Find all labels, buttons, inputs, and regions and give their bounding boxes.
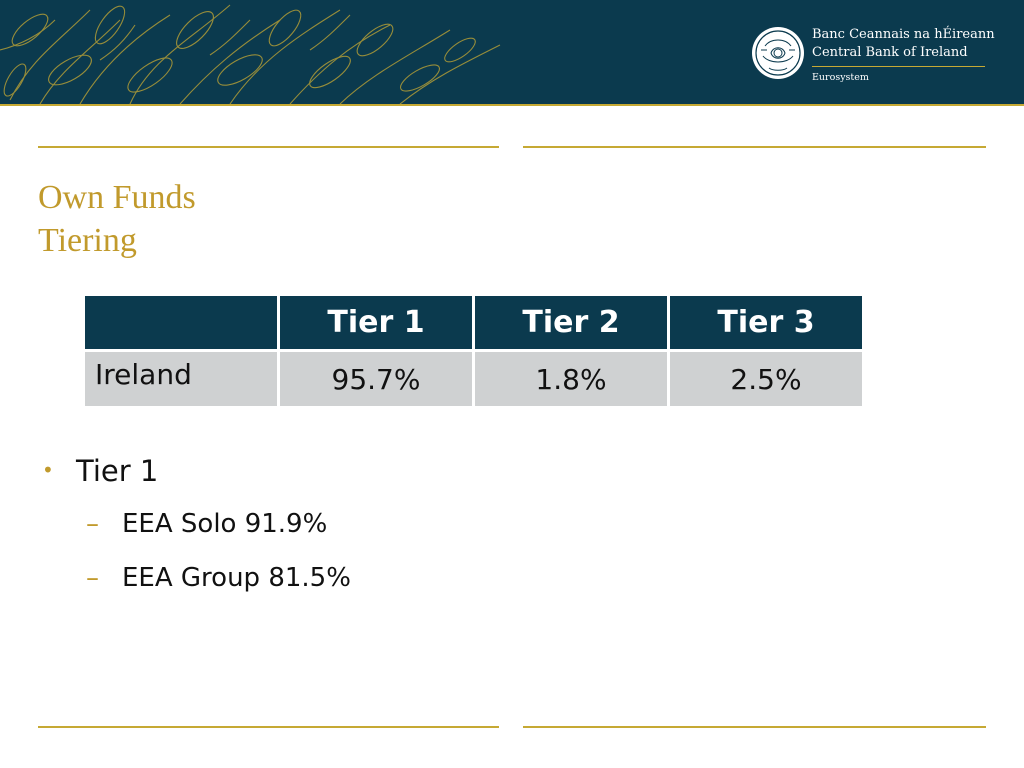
central-bank-seal-logo	[752, 27, 804, 79]
banner-gold-rule	[0, 104, 1024, 106]
dash-icon: –	[86, 509, 99, 539]
table-header-tier-1: Tier 1	[280, 296, 475, 349]
sub-bullet-text: EEA Group 81.5%	[122, 563, 351, 593]
brand-divider	[812, 66, 985, 67]
table-row: Ireland 95.7% 1.8% 2.5%	[85, 349, 862, 406]
cell-tier-1: 95.7%	[280, 349, 475, 406]
sub-bullet-item: – EEA Solo 91.9%	[86, 507, 351, 541]
table-header-row: Tier 1 Tier 2 Tier 3	[85, 296, 862, 349]
cell-tier-3: 2.5%	[670, 349, 862, 406]
dash-icon: –	[86, 563, 99, 593]
slide-title-line-2: Tiering	[38, 222, 137, 259]
tiering-table: Tier 1 Tier 2 Tier 3 Ireland 95.7% 1.8% …	[85, 296, 862, 406]
top-left-rule	[38, 146, 499, 148]
brand-eurosystem: Eurosystem	[812, 72, 869, 83]
bottom-right-rule	[523, 726, 986, 728]
row-label-ireland: Ireland	[85, 349, 280, 406]
sub-bullet-item: – EEA Group 81.5%	[86, 561, 351, 595]
cell-tier-2: 1.8%	[475, 349, 670, 406]
table-header-tier-3: Tier 3	[670, 296, 862, 349]
slide-title: Own Funds Tiering	[38, 176, 196, 262]
header-banner: Banc Ceannais na hÉireann Central Bank o…	[0, 0, 1024, 104]
brand-name-irish: Banc Ceannais na hÉireann	[812, 27, 995, 42]
slide-title-line-1: Own Funds	[38, 179, 196, 216]
table-header-empty	[85, 296, 280, 349]
bottom-left-rule	[38, 726, 499, 728]
leaf-pattern-decoration	[0, 4, 501, 104]
bullet-item: • Tier 1	[42, 450, 351, 491]
brand-name-english: Central Bank of Ireland	[812, 45, 968, 60]
bullet-text: Tier 1	[76, 454, 159, 488]
brand-wordmark: Banc Ceannais na hÉireann Central Bank o…	[812, 26, 995, 84]
bullet-dot-icon: •	[42, 458, 54, 482]
table-header-tier-2: Tier 2	[475, 296, 670, 349]
sub-bullet-text: EEA Solo 91.9%	[122, 509, 328, 539]
top-right-rule	[523, 146, 986, 148]
bullet-list: • Tier 1 – EEA Solo 91.9% – EEA Group 81.5%	[42, 450, 351, 595]
